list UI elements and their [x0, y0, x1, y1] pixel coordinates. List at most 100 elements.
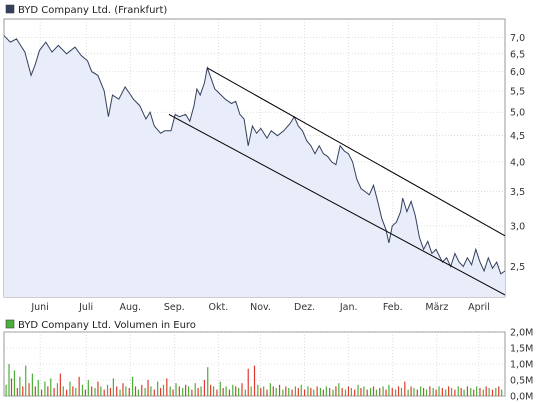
volume-bar	[313, 389, 315, 396]
volume-bar	[72, 386, 74, 396]
price-y-tick-label: 3,0	[510, 221, 525, 232]
volume-bar	[247, 368, 249, 396]
volume-bar	[128, 388, 130, 396]
volume-bar	[445, 389, 447, 396]
volume-bar	[207, 367, 209, 396]
volume-bar	[153, 389, 155, 396]
volume-bar	[44, 381, 46, 396]
volume-bar	[275, 388, 277, 396]
volume-bar	[388, 384, 390, 396]
volume-bar	[473, 389, 475, 396]
volume-bar	[178, 386, 180, 396]
volume-bar	[125, 386, 127, 396]
price-y-tick-label: 3,5	[510, 187, 525, 198]
volume-bar	[19, 376, 21, 396]
price-y-tick-label: 5,5	[510, 86, 525, 97]
volume-bar	[463, 389, 465, 396]
volume-bar	[450, 388, 453, 396]
volume-bar	[91, 386, 93, 396]
volume-bar	[329, 388, 331, 396]
volume-bar	[47, 386, 49, 396]
volume-bar	[25, 365, 27, 396]
volume-bar	[134, 386, 137, 396]
volume-bar	[228, 389, 231, 396]
price-x-tick-label: Feb.	[383, 302, 403, 313]
volume-bar	[341, 388, 343, 396]
volume-bar	[441, 388, 443, 396]
volume-bar	[400, 388, 403, 396]
volume-bar	[485, 386, 487, 396]
volume-bar	[282, 389, 284, 396]
volume-bar	[172, 389, 174, 396]
price-legend-label: BYD Company Ltd. (Frankfurt)	[18, 5, 167, 16]
volume-bar	[109, 388, 112, 396]
trend-channel	[168, 67, 506, 296]
volume-bar	[479, 388, 481, 396]
volume-bar	[97, 381, 99, 396]
volume-bar	[203, 380, 205, 396]
volume-bar	[216, 389, 218, 396]
volume-bar	[495, 388, 497, 396]
volume-bar	[191, 389, 193, 396]
volume-bar	[8, 364, 10, 396]
volume-bar	[263, 386, 265, 396]
volume-bar	[491, 389, 494, 396]
volume-bar	[56, 383, 59, 396]
volume-bar	[253, 365, 256, 396]
volume-bar	[416, 389, 418, 396]
volume-bar	[106, 384, 109, 396]
volume-bar	[81, 384, 84, 396]
price-y-axis: 7,0 6,5 6,0 5,5 5,0 4,5 4,0 3,5 3,0 2,5	[510, 33, 525, 273]
volume-bar	[157, 381, 159, 396]
volume-bar	[410, 386, 412, 396]
volume-bar	[294, 386, 297, 396]
volume-bar	[332, 389, 334, 396]
volume-bar	[385, 389, 387, 396]
price-x-tick-label: Jan.	[339, 302, 358, 313]
volume-bar	[476, 386, 478, 396]
trend-line	[207, 67, 506, 237]
volume-bar	[375, 389, 378, 396]
volume-bar	[122, 383, 124, 396]
volume-bar	[197, 388, 199, 396]
volume-bar	[100, 386, 102, 396]
price-y-tick-label: 6,5	[510, 49, 525, 60]
volume-bar	[257, 384, 259, 396]
volume-y-tick-label: 1,0M	[510, 360, 533, 371]
volume-bar	[175, 383, 177, 396]
volume-bar	[62, 386, 64, 396]
price-legend-swatch	[5, 4, 15, 14]
volume-bar	[344, 389, 347, 396]
price-x-tick-label: Dez.	[294, 302, 315, 313]
volume-bar	[266, 389, 268, 396]
volume-bar	[212, 386, 215, 396]
volume-bar	[84, 389, 87, 396]
volume-bar	[432, 388, 434, 396]
volume-bar	[482, 389, 484, 396]
volume-bar	[322, 389, 324, 396]
volume-bar	[466, 386, 469, 396]
volume-bar	[166, 378, 168, 396]
volume-bar	[210, 384, 212, 396]
volume-y-tick-label: 0,5M	[510, 376, 533, 387]
volume-bar	[235, 386, 237, 396]
volume-bar	[457, 386, 459, 396]
volume-bar	[162, 384, 165, 396]
volume-bar	[31, 373, 33, 396]
price-x-tick-label: Aug.	[119, 302, 141, 313]
volume-bar	[435, 389, 437, 396]
volume-bar	[425, 389, 428, 396]
volume-bar	[182, 388, 184, 396]
volume-bar	[200, 386, 202, 396]
volume-y-tick-label: 2,0M	[510, 328, 533, 339]
price-x-tick-label: April	[468, 302, 490, 313]
volume-bar	[350, 388, 352, 396]
volume-bar	[382, 386, 384, 396]
volume-bar	[297, 388, 299, 396]
volume-bar	[131, 376, 134, 396]
volume-panel: 2,0M 1,5M 1,0M 0,5M 0,0M	[3, 328, 533, 403]
volume-bar	[420, 386, 422, 396]
volume-bar	[269, 383, 271, 396]
volume-grid	[4, 331, 505, 397]
